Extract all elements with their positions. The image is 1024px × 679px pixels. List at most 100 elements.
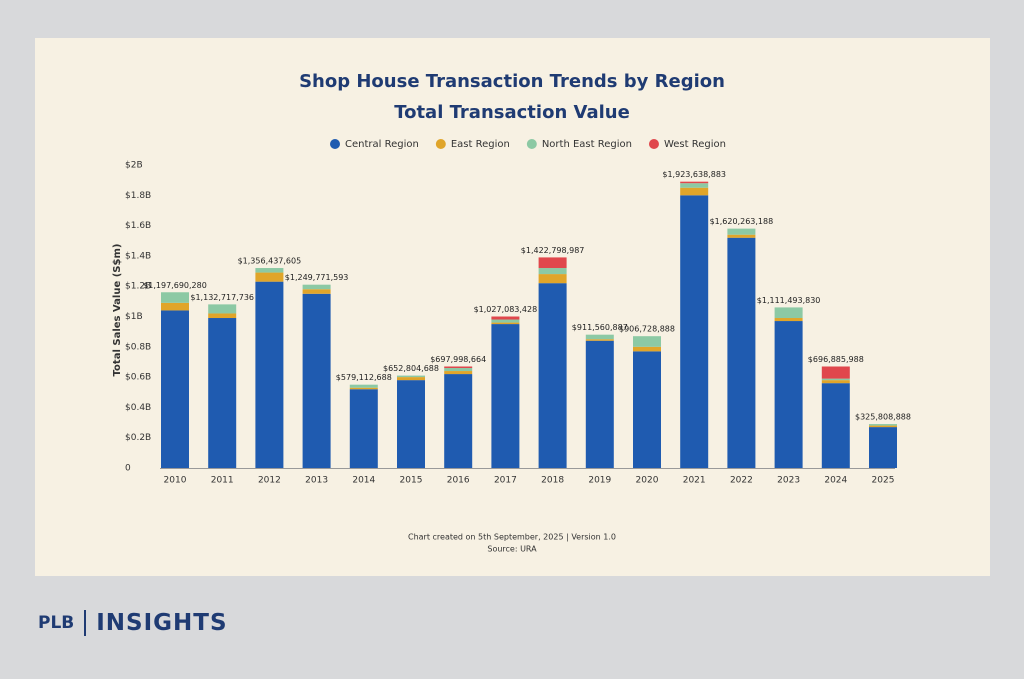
bar-segment	[727, 228, 756, 235]
bar-segment	[538, 274, 567, 284]
bar-segment	[397, 375, 425, 378]
bar-segment	[538, 257, 567, 269]
bar-segment	[727, 237, 756, 468]
bar-segment	[491, 316, 520, 320]
total-label: $325,808,888	[855, 413, 911, 422]
bar-segment	[869, 427, 897, 468]
bar-segment	[821, 366, 850, 379]
bar-segment	[444, 368, 473, 372]
brand: PLB INSIGHTS	[38, 610, 228, 636]
total-label: $1,027,083,428	[474, 305, 538, 314]
bar-segment	[491, 319, 520, 323]
bar-segment	[397, 380, 425, 468]
bar-segment	[161, 302, 189, 311]
bar-segment	[585, 339, 614, 341]
bar-segment	[821, 383, 850, 468]
x-tick-label: 2023	[777, 476, 800, 486]
x-tick-label: 2018	[541, 476, 564, 486]
legend-label: West Region	[664, 139, 726, 150]
x-tick-label: 2013	[305, 476, 328, 486]
legend-marker	[435, 139, 446, 149]
bar-segment	[633, 351, 661, 468]
x-tick-label: 2010	[164, 476, 187, 486]
bar-segment	[774, 321, 803, 468]
chart-title: Shop House Transaction Trends by Region	[299, 71, 725, 92]
chart: Shop House Transaction Trends by Region …	[112, 71, 911, 554]
x-tick-label: 2017	[494, 476, 517, 486]
total-label: $697,998,664	[430, 355, 486, 364]
total-label: $1,249,771,593	[285, 273, 349, 282]
bar-segment	[538, 268, 567, 275]
bar-segment	[349, 387, 378, 390]
bar-segment	[774, 307, 803, 319]
bar-segment	[302, 289, 331, 294]
bar-segment	[349, 384, 378, 388]
x-tick-label: 2020	[636, 476, 659, 486]
total-label: $911,560,887	[572, 323, 628, 332]
bar-segment	[208, 313, 237, 319]
y-tick-label: 0	[125, 464, 131, 474]
bar-segment	[633, 336, 661, 347]
chart-subtitle: Total Transaction Value	[394, 102, 630, 123]
bar-segment	[255, 281, 284, 468]
total-label: $906,728,888	[619, 325, 675, 334]
legend-label: North East Region	[542, 139, 632, 150]
total-label: $1,356,437,605	[238, 257, 302, 266]
total-label: $1,923,638,883	[662, 170, 726, 179]
bar-segment	[444, 371, 473, 375]
bar-segment	[538, 283, 567, 468]
x-tick-label: 2021	[683, 476, 706, 486]
bar-segment	[821, 380, 850, 384]
y-tick-label: $0.8B	[125, 342, 151, 352]
bar-segment	[680, 187, 709, 196]
y-tick-label: $1.2B	[125, 282, 151, 292]
bar-segment	[397, 377, 425, 381]
x-tick-label: 2016	[447, 476, 470, 486]
y-tick-label: $0.4B	[125, 403, 151, 413]
legend-marker	[526, 139, 537, 149]
y-axis-label: Total Sales Value (S$m)	[112, 244, 123, 377]
y-tick-label: $1.4B	[125, 251, 151, 261]
bar-segment	[680, 183, 709, 188]
bar-segment	[255, 272, 284, 282]
bar-segment	[161, 310, 189, 468]
bar-segment	[208, 304, 237, 314]
footnote: Chart created on 5th September, 2025 | V…	[408, 533, 616, 542]
bar-segment	[774, 318, 803, 322]
bar-segment	[869, 425, 897, 428]
total-label: $579,112,688	[336, 373, 392, 382]
bar-segment	[444, 366, 473, 369]
total-label: $652,804,688	[383, 364, 439, 373]
bar-segment	[680, 181, 709, 184]
x-tick-label: 2019	[588, 476, 611, 486]
brand-separator	[84, 610, 87, 636]
legend-label: Central Region	[345, 139, 419, 150]
brand-right: INSIGHTS	[96, 610, 228, 636]
bar-segment	[633, 346, 661, 352]
bar-segment	[302, 284, 331, 290]
y-tick-label: $0.2B	[125, 433, 151, 443]
bar-segment	[349, 389, 378, 468]
y-tick-label: $1B	[125, 312, 143, 322]
bar-segment	[869, 424, 897, 426]
y-tick-label: $1.6B	[125, 221, 151, 231]
x-tick-label: 2015	[400, 476, 423, 486]
y-tick-label: $2B	[125, 161, 143, 171]
source: Source: URA	[487, 545, 537, 554]
total-label: $1,620,263,188	[710, 217, 774, 226]
x-tick-label: 2012	[258, 476, 281, 486]
total-label: $1,111,493,830	[757, 296, 821, 305]
bar-segment	[302, 293, 331, 468]
chart-card: Shop House Transaction Trends by Region …	[35, 38, 990, 576]
y-tick-label: $0.6B	[125, 373, 151, 383]
bar-segment	[585, 334, 614, 340]
x-tick-label: 2014	[352, 476, 375, 486]
bar-segment	[255, 268, 284, 273]
total-label: $1,422,798,987	[521, 246, 585, 255]
bar-segment	[208, 318, 237, 468]
total-label: $696,885,988	[808, 355, 864, 364]
total-label: $1,197,690,280	[143, 281, 207, 290]
x-tick-label: 2024	[824, 476, 847, 486]
y-tick-label: $1.8B	[125, 191, 151, 201]
